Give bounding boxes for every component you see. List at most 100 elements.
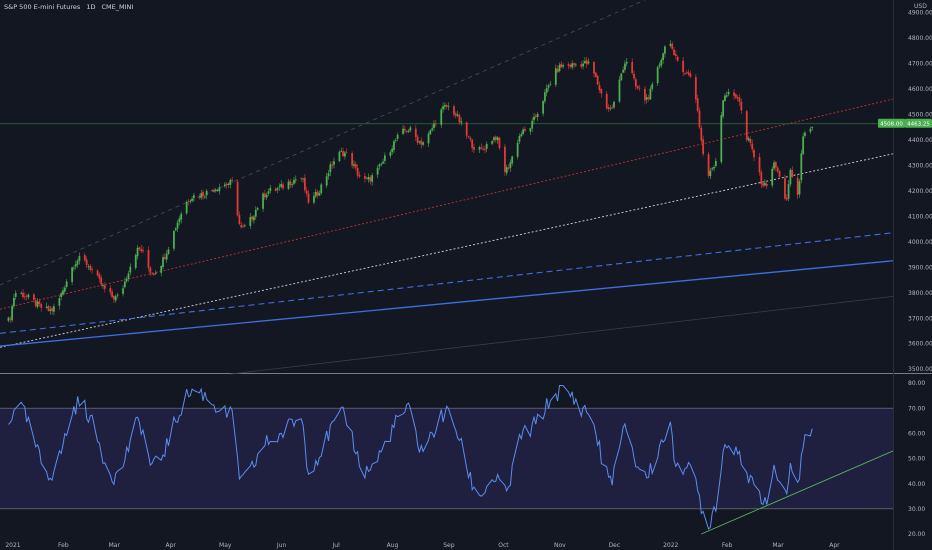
candle-body <box>242 226 244 227</box>
trendline-red-dotted <box>0 98 894 310</box>
candle-body <box>191 198 194 201</box>
candle-body <box>378 164 381 167</box>
candle-body <box>11 306 13 321</box>
candle-body <box>611 107 614 109</box>
candle-body <box>367 176 370 180</box>
candle-body <box>278 186 281 188</box>
candle-body <box>711 168 714 170</box>
trendline-blue-solid <box>0 260 894 347</box>
price-tick-label: 3700.00 <box>908 315 932 322</box>
candle-body <box>14 292 17 297</box>
candle-body <box>745 111 748 140</box>
candle-body <box>391 148 394 152</box>
candle-body <box>65 281 68 287</box>
candle-body <box>333 161 335 165</box>
candle-body <box>529 128 532 132</box>
candle-body <box>236 181 239 216</box>
candle-body <box>225 183 228 185</box>
candle-body <box>471 139 474 149</box>
candle-body <box>213 189 215 192</box>
candle-body <box>613 101 615 108</box>
candle-body <box>740 101 743 111</box>
candle-body <box>687 72 690 75</box>
price-tick-label: 4200.00 <box>908 188 932 195</box>
candle-body <box>647 97 650 100</box>
candle-body <box>9 318 12 320</box>
candle-body <box>673 49 675 55</box>
candle-body <box>53 306 55 312</box>
candle-body <box>569 65 572 67</box>
candle-body <box>165 253 168 260</box>
candle-body <box>409 127 412 131</box>
candle-body <box>734 94 737 98</box>
candle-body <box>393 141 395 150</box>
candle-body <box>345 152 348 154</box>
candle-body <box>644 88 646 101</box>
candle-body <box>725 95 728 97</box>
candle-body <box>707 154 710 176</box>
candle-body <box>211 190 214 192</box>
candle-body <box>320 184 323 194</box>
candle-body <box>536 113 539 118</box>
candle-body <box>720 115 723 163</box>
candle-body <box>809 128 812 132</box>
candle-body <box>480 147 483 149</box>
candle-body <box>371 175 374 182</box>
candle-body <box>358 175 361 177</box>
candle-body <box>20 292 23 294</box>
candle-body <box>356 167 359 176</box>
candle-body <box>433 123 435 128</box>
candle-body <box>7 317 10 321</box>
candle-body <box>198 195 201 198</box>
candle-body <box>416 136 419 143</box>
price-tick-label: 3500.00 <box>908 366 932 373</box>
rsi-trendline-green <box>701 450 894 535</box>
candle-body <box>427 133 430 144</box>
candle-body <box>149 267 152 273</box>
candle-body <box>91 269 94 270</box>
candle-body <box>96 270 99 276</box>
price-tick-label: 4900.00 <box>908 10 932 17</box>
candle-body <box>600 88 603 94</box>
candle-body <box>22 292 24 298</box>
candle-body <box>469 137 472 140</box>
candle-body <box>713 167 715 169</box>
candle-body <box>796 177 799 195</box>
candle-body <box>700 127 703 141</box>
candle-body <box>305 190 308 194</box>
price-tick-label: 4500.00 <box>908 112 932 119</box>
candle-body <box>338 151 341 162</box>
candle-body <box>465 122 468 136</box>
candle-body <box>102 285 104 286</box>
time-tick-label: Sep <box>443 542 455 549</box>
time-tick-label: Jul <box>332 542 341 549</box>
candle-body <box>403 128 406 131</box>
candle-body <box>573 63 575 66</box>
candle-body <box>327 173 330 177</box>
candle-body <box>34 301 37 306</box>
candle-body <box>214 189 217 192</box>
candle-body <box>505 167 508 173</box>
candle-body <box>125 278 128 282</box>
candle-body <box>354 164 357 168</box>
candle-body <box>762 183 765 186</box>
candle-body <box>307 193 310 203</box>
candle-body <box>607 107 610 110</box>
candle-body <box>162 257 164 268</box>
candle-body <box>60 293 63 298</box>
candle-body <box>764 182 766 186</box>
candle-body <box>458 115 461 123</box>
candle-body <box>314 192 317 197</box>
candle-body <box>63 287 66 292</box>
candle-body <box>49 309 52 312</box>
candle-body <box>100 277 103 285</box>
rsi-tick-label: 30.00 <box>908 506 925 513</box>
candle-body <box>227 183 230 185</box>
candle-body <box>89 265 92 270</box>
rsi-tick-label: 60.00 <box>908 431 925 438</box>
trendline-gray-dashed-upper <box>0 0 646 286</box>
price-scale-currency: USD <box>914 3 927 10</box>
candle-body <box>656 67 659 84</box>
candle-body <box>27 294 30 298</box>
